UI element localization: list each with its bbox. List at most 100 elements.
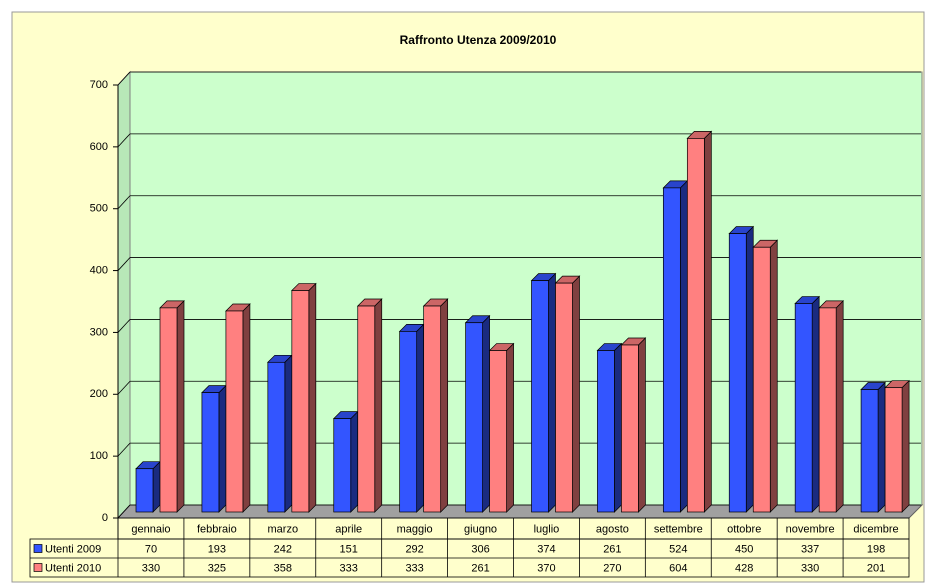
grid-line-side xyxy=(117,319,131,333)
bar-front xyxy=(860,389,879,513)
bar-front xyxy=(728,233,747,513)
bar-front xyxy=(531,280,549,513)
bar-side xyxy=(572,275,580,513)
bar-side xyxy=(901,379,910,513)
table-value: 428 xyxy=(735,562,753,574)
bar-front xyxy=(794,303,813,513)
bar-front xyxy=(752,246,771,513)
x-tick-label: giugno xyxy=(464,523,497,535)
bar-side xyxy=(242,303,251,513)
bar-front xyxy=(159,307,178,513)
bar xyxy=(398,323,425,513)
bar xyxy=(662,180,689,513)
grid-line-side xyxy=(117,133,131,148)
x-tick-label: dicembre xyxy=(853,523,898,535)
bar-front xyxy=(357,305,376,513)
table-value: 604 xyxy=(669,562,687,574)
bar xyxy=(860,381,886,513)
bar xyxy=(225,303,251,513)
table-value: 193 xyxy=(208,543,226,555)
bar xyxy=(290,282,317,513)
bar-side xyxy=(679,180,688,513)
side-wall xyxy=(117,70,131,520)
table-value: 374 xyxy=(537,543,555,555)
table-value: 333 xyxy=(405,562,423,574)
bar-front xyxy=(686,138,705,513)
grid-line-side xyxy=(117,71,131,86)
grid-line-side xyxy=(117,442,131,457)
table-value: 358 xyxy=(274,562,292,574)
table-value: 325 xyxy=(208,562,226,574)
bar-side xyxy=(506,342,514,513)
bar-side xyxy=(482,314,490,513)
grid-line-side xyxy=(117,504,131,519)
table-value: 151 xyxy=(340,543,358,555)
bar-front xyxy=(489,350,507,513)
bar xyxy=(488,342,515,513)
bar xyxy=(818,300,845,513)
bar-front xyxy=(423,305,442,513)
bar-front xyxy=(621,344,639,513)
bar-front xyxy=(662,187,681,513)
table-value: 270 xyxy=(603,562,621,574)
x-tick-label: luglio xyxy=(534,523,560,535)
y-tick-label: 100 xyxy=(90,450,108,462)
bar-side xyxy=(416,323,425,513)
y-tick-label: 300 xyxy=(90,326,108,338)
bar-front xyxy=(201,392,220,513)
bar-front xyxy=(818,307,837,513)
x-tick-label: novembre xyxy=(786,523,835,535)
bar-side xyxy=(218,384,227,513)
table-value: 306 xyxy=(471,543,489,555)
legend-key xyxy=(33,544,43,553)
x-tick-label: marzo xyxy=(268,523,299,535)
y-tick-label: 600 xyxy=(90,141,108,153)
bar-side xyxy=(614,342,622,513)
bar-front xyxy=(225,310,244,513)
bar-front xyxy=(135,468,154,513)
table-value: 201 xyxy=(867,562,885,574)
bar-side xyxy=(440,298,449,513)
table-value: 242 xyxy=(274,543,292,555)
bar xyxy=(884,379,910,513)
grid-line-side xyxy=(117,195,131,209)
table-value: 330 xyxy=(142,562,160,574)
bar xyxy=(794,295,821,513)
x-tick-label: ottobre xyxy=(727,523,761,535)
bar xyxy=(201,384,227,513)
bar-front xyxy=(399,331,418,513)
table-value: 333 xyxy=(340,562,358,574)
grid-line-side xyxy=(117,381,131,395)
bar-front xyxy=(884,387,903,513)
table-value: 370 xyxy=(537,562,555,574)
bar xyxy=(159,300,185,513)
bar-front xyxy=(597,350,615,513)
table-value: 70 xyxy=(145,543,157,555)
y-tick-label: 200 xyxy=(90,388,108,400)
bar-side xyxy=(745,225,754,513)
bar-side xyxy=(176,300,185,513)
bar-side xyxy=(284,354,293,513)
bar xyxy=(752,239,779,513)
x-tick-label: febbraio xyxy=(197,523,237,535)
grid-line-side xyxy=(117,257,131,271)
legend-label: Utenti 2009 xyxy=(45,543,101,555)
bar-side xyxy=(548,272,556,513)
x-tick-label: settembre xyxy=(654,523,703,535)
bar xyxy=(596,342,623,513)
bar-side xyxy=(152,460,161,513)
table-value: 261 xyxy=(603,543,621,555)
bar-front xyxy=(333,418,352,513)
table-value: 330 xyxy=(801,562,819,574)
table-value: 450 xyxy=(735,543,753,555)
x-tick-label: maggio xyxy=(397,523,433,535)
bar-side xyxy=(638,337,646,513)
table-value: 337 xyxy=(801,543,819,555)
bar xyxy=(332,410,359,513)
table-value: 524 xyxy=(669,543,687,555)
table-value: 292 xyxy=(405,543,423,555)
y-tick-label: 500 xyxy=(90,203,108,215)
table-value: 261 xyxy=(471,562,489,574)
bar-side xyxy=(374,298,383,513)
